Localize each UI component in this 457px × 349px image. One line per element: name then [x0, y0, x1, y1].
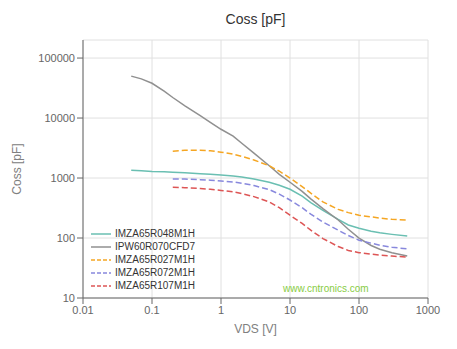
svg-text:10000: 10000	[44, 112, 75, 124]
svg-text:0.01: 0.01	[72, 304, 93, 316]
html-text:IMZA65R072M1H: IMZA65R072M1H	[115, 267, 195, 278]
svg-text:10: 10	[284, 304, 296, 316]
svg-text:1000: 1000	[51, 172, 75, 184]
svg-text:100000: 100000	[38, 52, 75, 64]
html-text:www.cntronics.com: www.cntronics.com	[283, 283, 369, 294]
html-text:IMZA65R107M1H: IMZA65R107M1H	[115, 280, 195, 291]
html-text:Coss [pF]: Coss [pF]	[225, 11, 286, 27]
svg-text:1: 1	[218, 304, 224, 316]
html-text:IMZA65R027M1H: IMZA65R027M1H	[115, 254, 195, 265]
svg-text:100: 100	[350, 304, 368, 316]
html-text:IPW60R070CFD7: IPW60R070CFD7	[115, 241, 195, 252]
svg-text:Coss [pF]: Coss [pF]	[10, 143, 24, 194]
svg-text:10: 10	[63, 292, 75, 304]
svg-text:0.1: 0.1	[144, 304, 159, 316]
html-text:IMZA65R048M1H: IMZA65R048M1H	[115, 228, 195, 239]
svg-text:100: 100	[57, 232, 75, 244]
svg-text:VDS [V]: VDS [V]	[234, 322, 277, 336]
svg-text:1000: 1000	[416, 304, 440, 316]
